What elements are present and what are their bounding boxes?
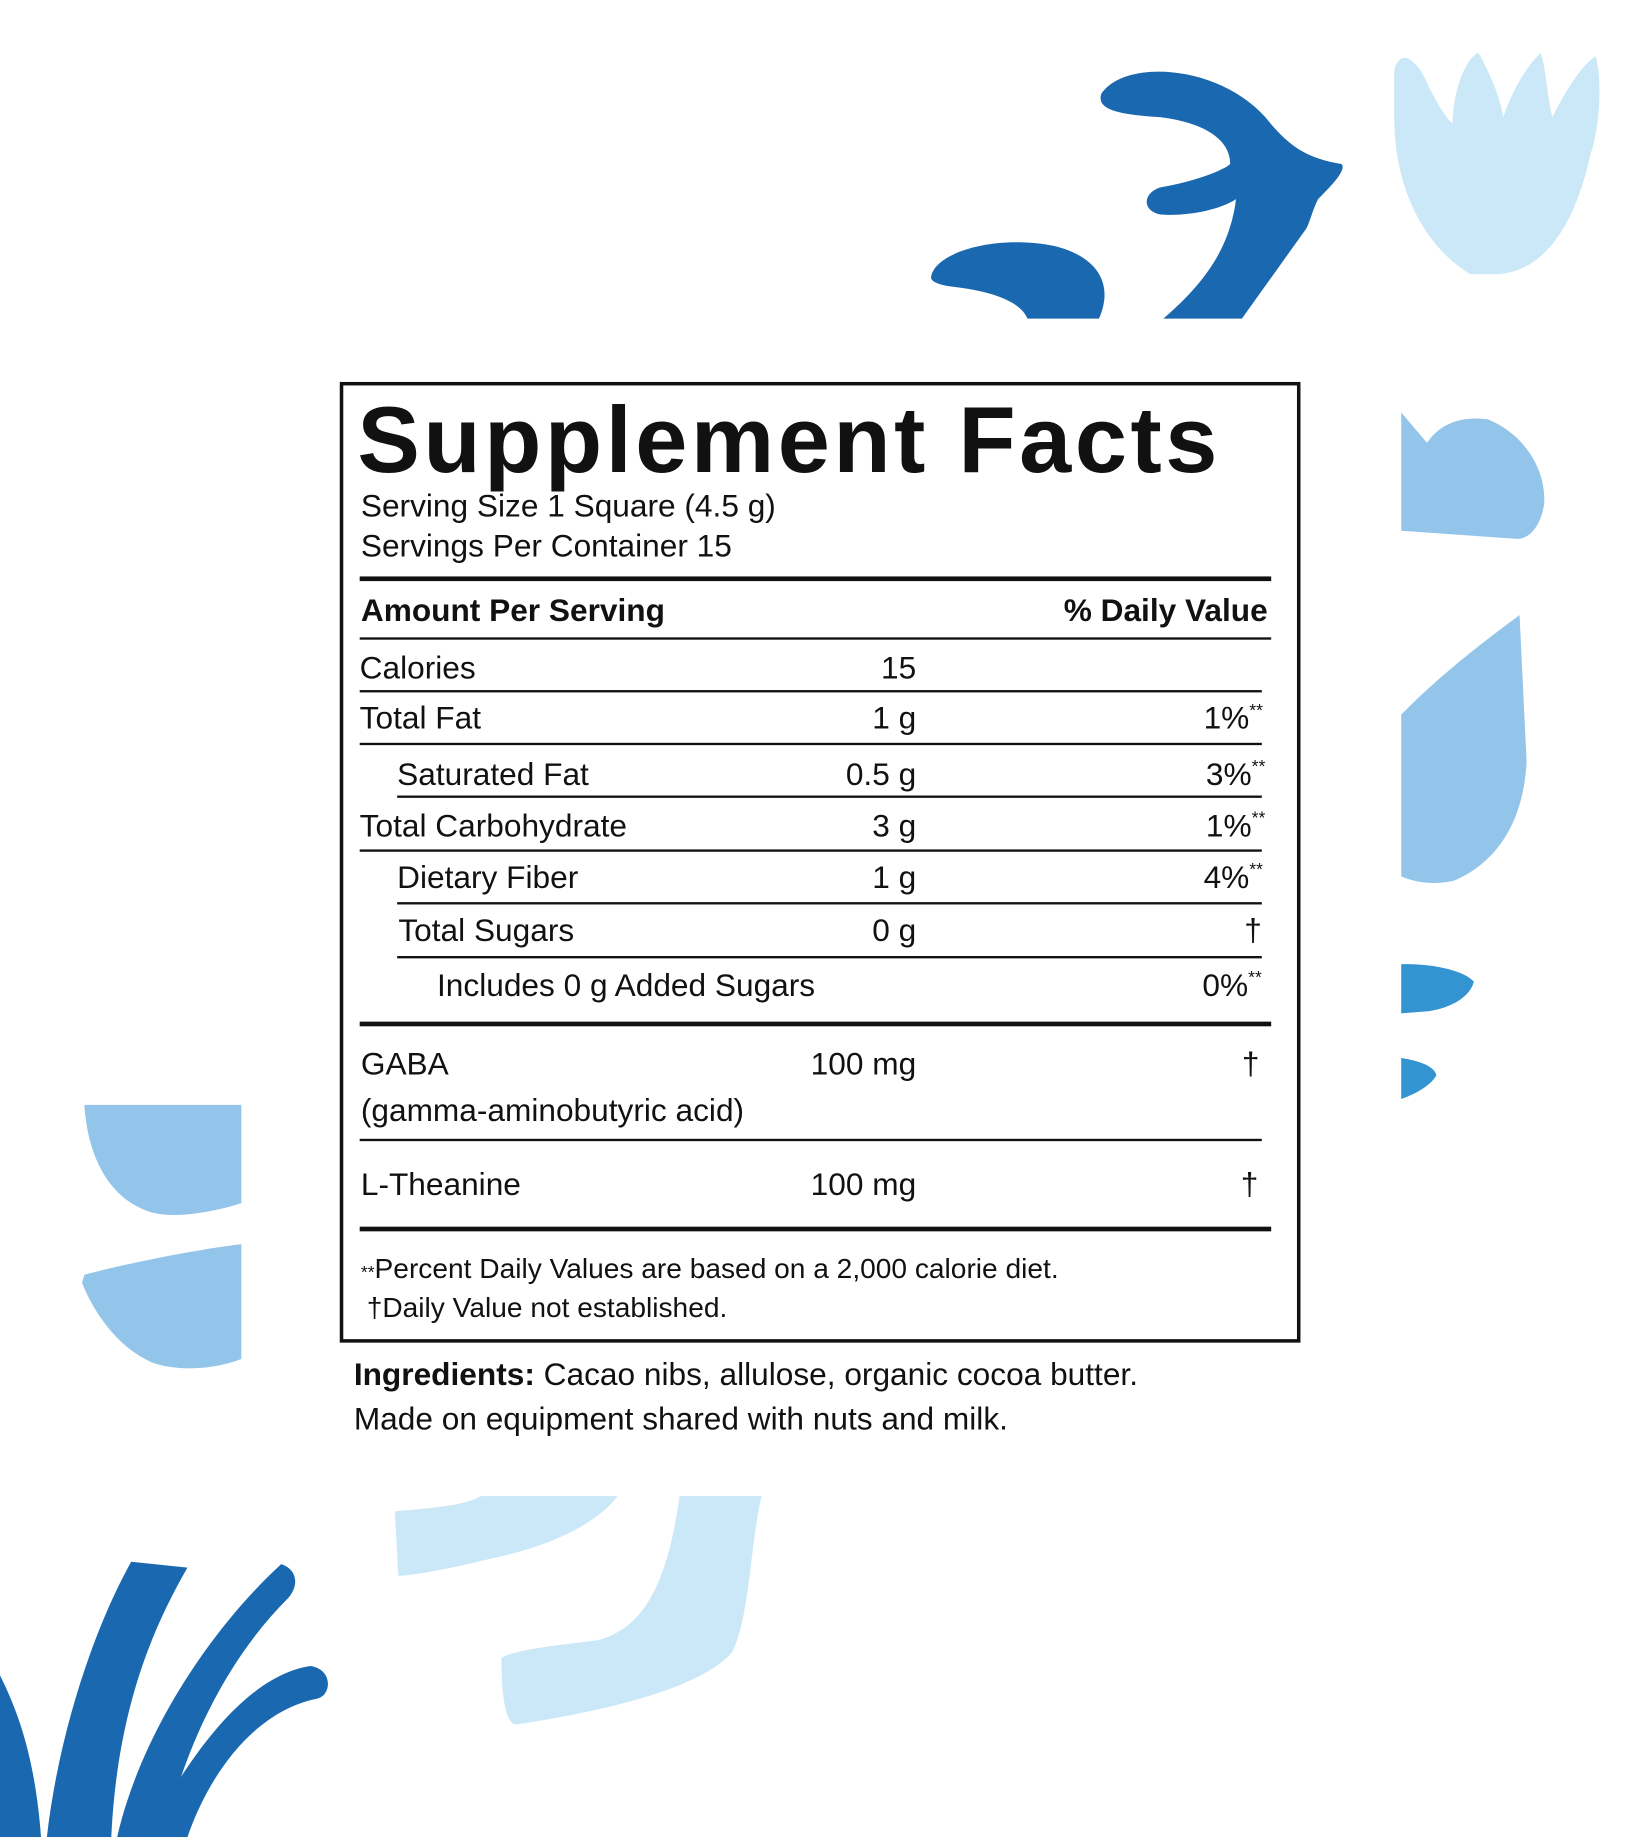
row-total-sugars-dagger: †	[1244, 912, 1262, 948]
bottom-leaf-2	[46, 1561, 188, 1838]
mid-blue-shape-2	[1401, 615, 1527, 883]
dark-bird-shape	[1100, 71, 1343, 319]
bottom-light-shape-1	[394, 1496, 618, 1576]
ingredients-label: Ingredients:	[353, 1356, 535, 1392]
footnote-mark: **	[1251, 808, 1266, 829]
gaba-subname: (gamma-aminobutyric acid)	[360, 1093, 745, 1129]
row-total-fat-name: Total Fat	[359, 700, 481, 736]
allergen-statement: Made on equipment shared with nuts and m…	[353, 1401, 1008, 1437]
footnote-mark: **	[1249, 700, 1263, 721]
daily-value-header: % Daily Value	[1063, 592, 1268, 628]
servings-per-container: Servings Per Container 15	[360, 528, 732, 564]
footnote-symbol: **	[360, 1262, 375, 1283]
divider	[359, 849, 1262, 852]
bottom-leaf-3	[117, 1564, 296, 1838]
row-calories-amount: 15	[880, 650, 917, 686]
divider	[397, 956, 1262, 959]
row-dietary-fiber-dv: 4%**	[1204, 859, 1263, 896]
dv-value: 1%	[1203, 700, 1250, 736]
bright-blue-shape-2	[1401, 1057, 1437, 1099]
row-dietary-fiber-amount: 1 g	[872, 859, 917, 896]
row-dietary-fiber-name: Dietary Fiber	[397, 859, 579, 896]
ingredients-text: Cacao nibs, allulose, organic cocoa butt…	[534, 1356, 1139, 1392]
amount-per-serving-header: Amount Per Serving	[360, 592, 665, 628]
divider	[397, 795, 1262, 798]
footnote-mark: **	[1249, 859, 1263, 880]
row-total-fat-dv: 1%**	[1204, 699, 1263, 736]
gaba-amount: 100 mg	[810, 1046, 917, 1082]
divider	[359, 637, 1272, 640]
l-theanine-amount: 100 mg	[810, 1166, 917, 1203]
gaba-name: GABA	[360, 1046, 449, 1082]
thick-divider	[359, 576, 1272, 582]
row-total-carbohydrate-dv: 1%**	[1206, 807, 1265, 844]
bottom-light-shape-2	[501, 1496, 762, 1725]
serving-size: Serving Size 1 Square (4.5 g)	[360, 488, 776, 524]
dark-blob-shape	[931, 242, 1105, 319]
row-calories-name: Calories	[359, 650, 476, 686]
divider	[359, 690, 1262, 693]
light-tulip-shape	[1394, 52, 1600, 275]
footnote-not-established: †Daily Value not established.	[367, 1290, 728, 1327]
dv-value: 0%	[1202, 967, 1249, 1003]
ingredients-line: Ingredients: Cacao nibs, allulose, organ…	[354, 1356, 1138, 1393]
dv-value: 1%	[1205, 808, 1252, 844]
row-saturated-fat-amount: 0.5 g	[845, 756, 917, 793]
left-mid-shape-2	[82, 1244, 242, 1369]
footnote-text: Percent Daily Values are based on a 2,00…	[374, 1253, 1059, 1286]
dv-value: 4%	[1203, 859, 1250, 896]
row-total-carbohydrate-name: Total Carbohydrate	[359, 808, 627, 844]
divider	[359, 742, 1262, 746]
mid-blue-shape-1	[1401, 412, 1545, 539]
l-theanine-dagger: †	[1240, 1166, 1259, 1203]
row-total-sugars-name: Total Sugars	[398, 912, 575, 948]
footnote-mark: **	[1248, 967, 1262, 988]
divider	[397, 902, 1262, 905]
l-theanine-name: L-Theanine	[360, 1166, 521, 1203]
footnote-mark: **	[1251, 756, 1266, 777]
footnote-text: Daily Value not established.	[382, 1292, 728, 1324]
footnote-symbol: †	[366, 1292, 383, 1324]
bottom-leaf-1	[0, 1675, 42, 1838]
row-total-fat-amount: 1 g	[872, 700, 917, 736]
thick-divider	[359, 1226, 1272, 1232]
divider	[359, 1138, 1262, 1142]
bottom-leaf-4	[146, 1666, 328, 1838]
dv-value: 3%	[1205, 756, 1252, 793]
row-added-sugars-dv: 0%**	[1202, 967, 1261, 1004]
row-saturated-fat-name: Saturated Fat	[397, 756, 589, 793]
gaba-dagger: †	[1241, 1046, 1260, 1082]
supplement-facts-panel	[339, 381, 1301, 1343]
panel-title: Supplement Facts	[357, 387, 1221, 493]
left-mid-shape-1	[84, 1104, 242, 1215]
bright-blue-shape-1	[1401, 964, 1474, 1014]
row-added-sugars-name: Includes 0 g Added Sugars	[437, 967, 816, 1003]
row-saturated-fat-dv: 3%**	[1206, 756, 1265, 793]
row-total-sugars-amount: 0 g	[872, 912, 917, 948]
footnote-daily-values: **Percent Daily Values are based on a 2,…	[361, 1251, 1059, 1292]
thick-divider	[359, 1021, 1272, 1027]
row-total-carbohydrate-amount: 3 g	[872, 808, 917, 844]
